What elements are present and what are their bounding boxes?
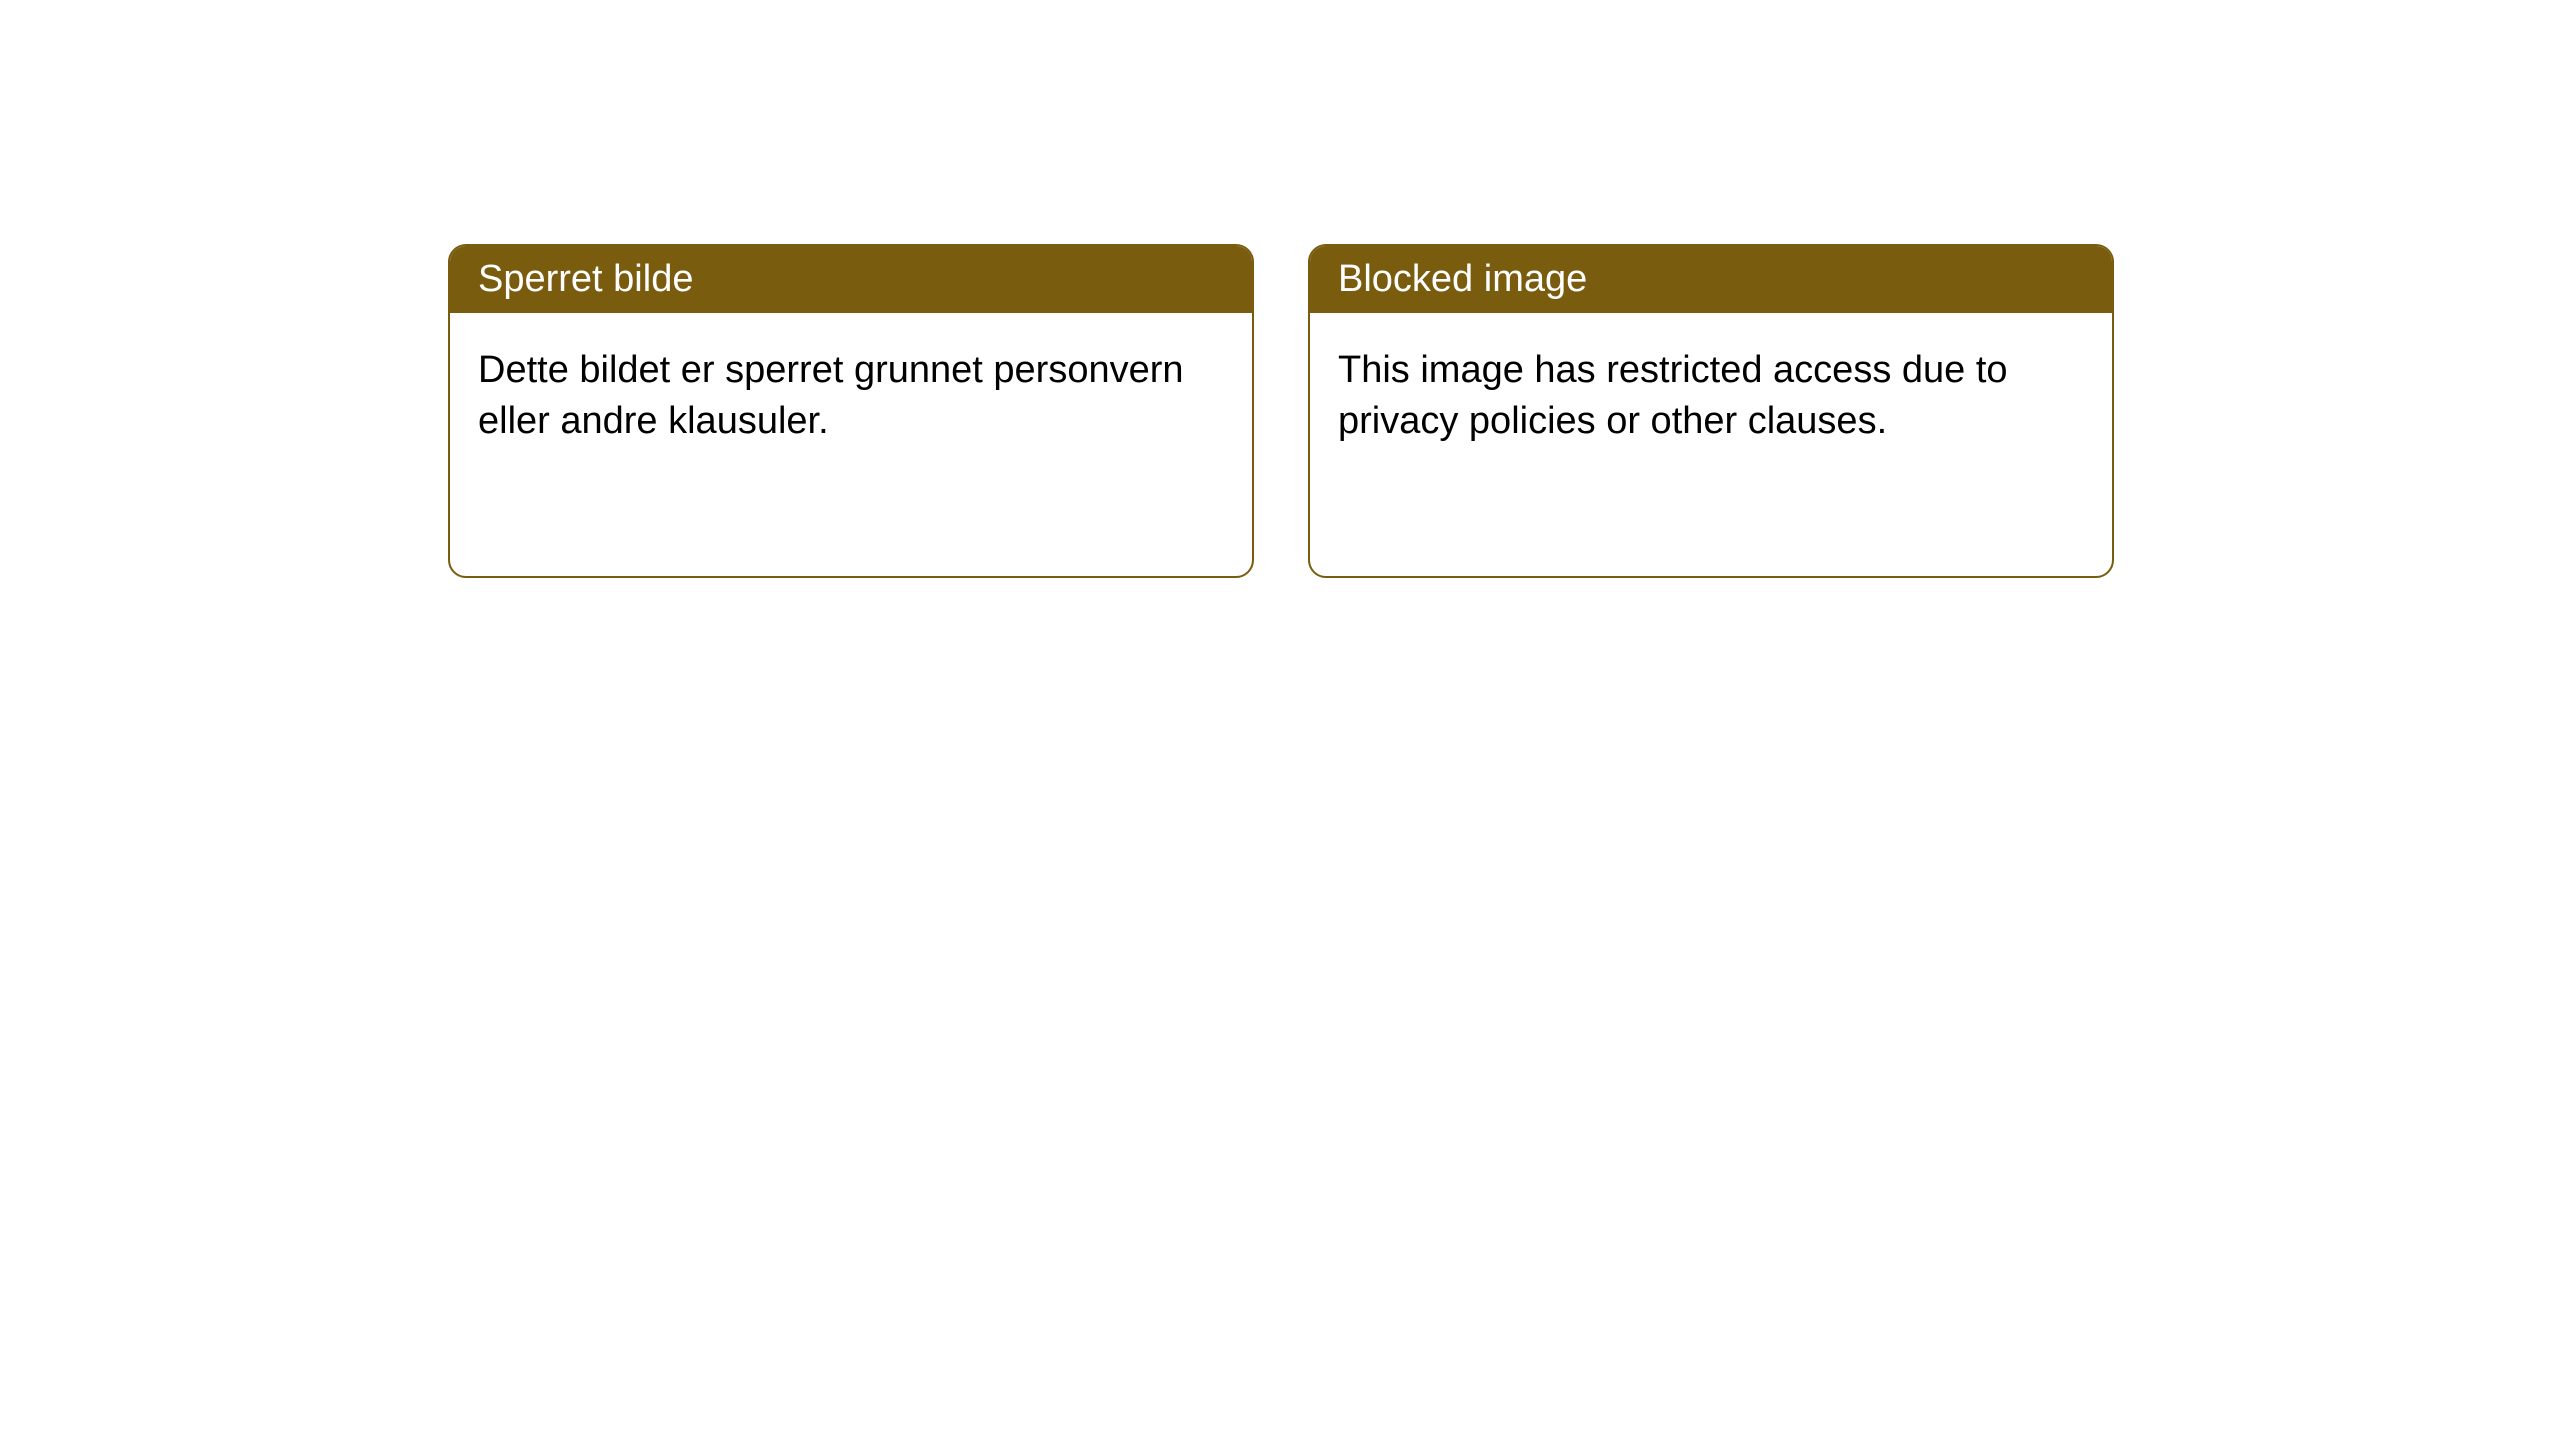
notice-card-english: Blocked image This image has restricted … bbox=[1308, 244, 2114, 578]
notice-card-norwegian: Sperret bilde Dette bildet er sperret gr… bbox=[448, 244, 1254, 578]
notice-title-norwegian: Sperret bilde bbox=[450, 246, 1252, 313]
notice-title-english: Blocked image bbox=[1310, 246, 2112, 313]
notice-body-norwegian: Dette bildet er sperret grunnet personve… bbox=[450, 313, 1252, 480]
notice-container: Sperret bilde Dette bildet er sperret gr… bbox=[448, 244, 2114, 578]
notice-body-english: This image has restricted access due to … bbox=[1310, 313, 2112, 480]
